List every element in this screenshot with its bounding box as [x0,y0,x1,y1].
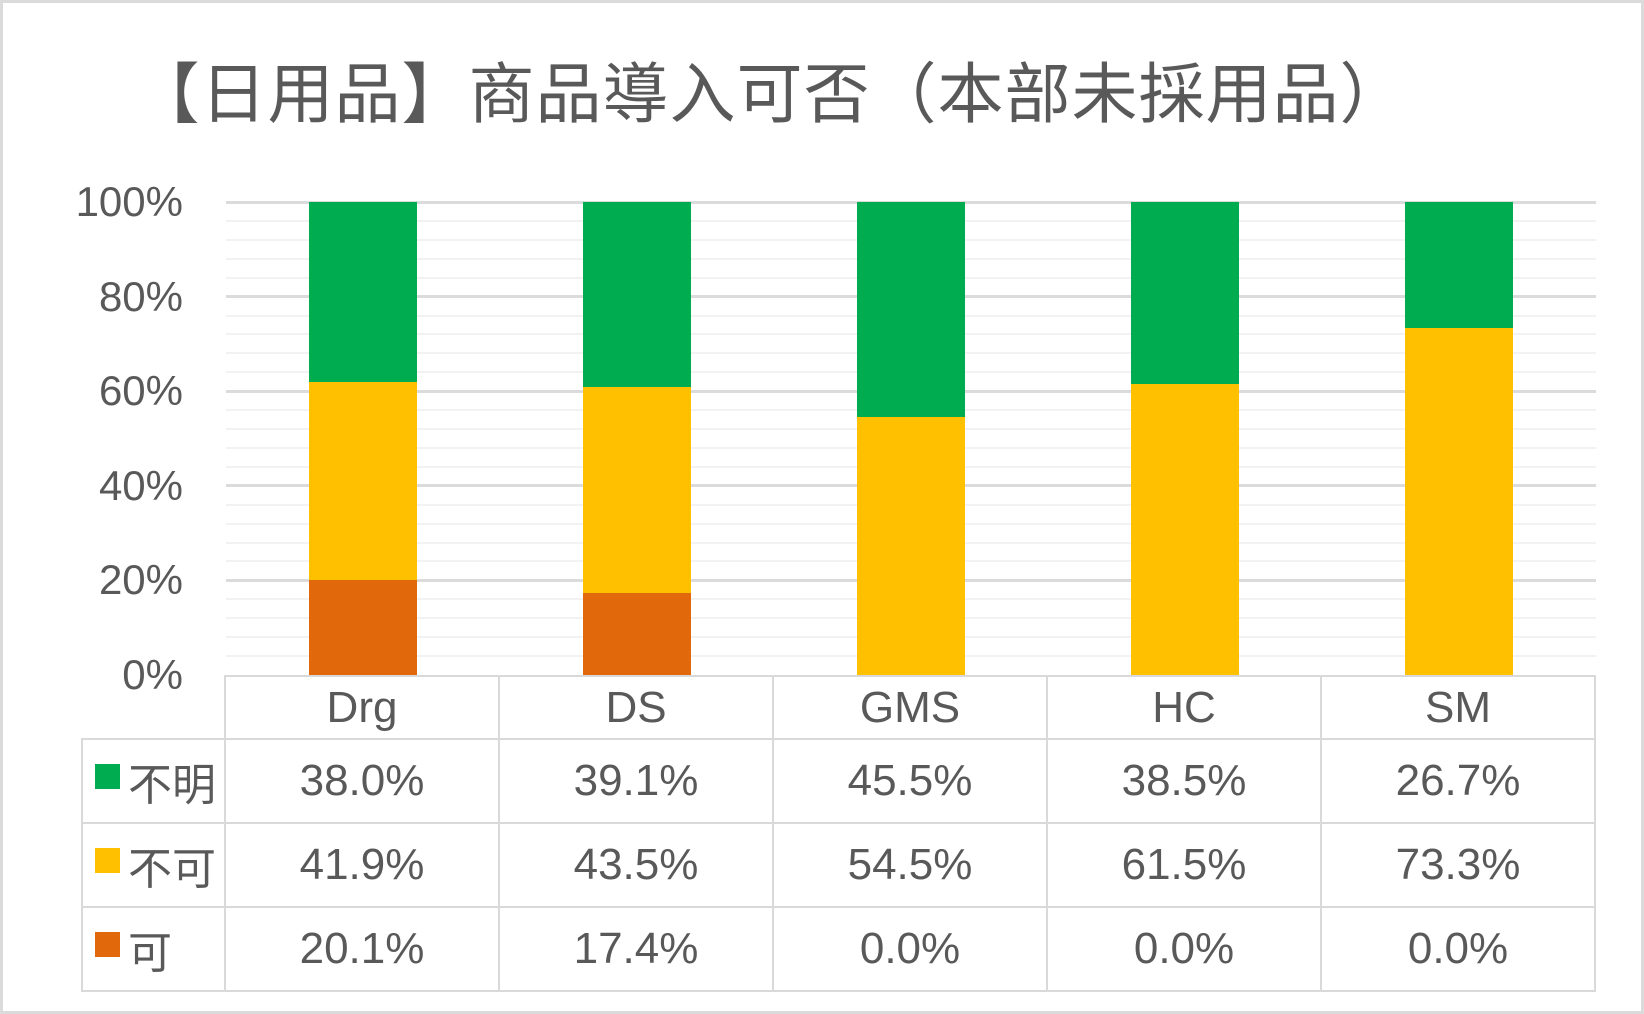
value-cell-fumei-gms: 45.5% [774,740,1048,824]
legend-cell-fuka: 不可 [81,824,226,908]
bar-column-ds [500,202,774,675]
chart-title: 【日用品】商品導入可否（本部未採用品） [133,57,1407,131]
plot-area [226,200,1596,675]
bar-segment-不可-hc [1131,384,1239,675]
bar-segment-可-drg [309,579,417,675]
table-corner-cell [81,675,226,740]
bar-column-hc [1048,202,1322,675]
series-name-fuka: 不可 [128,845,216,894]
y-axis-label: 60% [98,367,183,415]
value-cell-fuka-ds: 43.5% [500,824,774,908]
gridline-major [226,200,1596,204]
column-header-sm: SM [1322,675,1596,740]
bar-segment-不可-ds [583,386,691,593]
value-cell-ka-sm: 0.0% [1322,908,1596,992]
bar-segment-不明-drg [309,202,417,382]
bar-segment-不明-hc [1131,202,1239,385]
value-cell-fumei-hc: 38.5% [1048,740,1322,824]
y-axis: 100% 80% 60% 40% 20% 0% [3,3,183,1011]
value-cell-fuka-hc: 61.5% [1048,824,1322,908]
series-name-ka: 可 [128,929,172,978]
bar-column-drg [226,202,500,675]
column-header-gms: GMS [774,675,1048,740]
data-table: Drg DS GMS HC SM 不明 38.0% 39.1% 45.5% 38… [81,675,1596,992]
y-axis-label: 40% [98,461,183,509]
column-header-hc: HC [1048,675,1322,740]
y-axis-label: 100% [75,178,183,225]
bar-ds [583,202,691,675]
legend-swatch-fuka-icon [95,847,120,873]
legend-swatch-fumei-icon [95,763,120,789]
y-axis-label: 20% [98,556,183,604]
value-cell-ka-drg: 20.1% [226,908,500,992]
bar-hc [1131,202,1239,675]
value-cell-fuka-drg: 41.9% [226,824,500,908]
value-cell-fumei-sm: 26.7% [1322,740,1596,824]
legend-cell-ka: 可 [81,908,226,992]
bar-segment-可-ds [583,592,691,675]
bar-gms [857,202,965,675]
value-cell-fuka-gms: 54.5% [774,824,1048,908]
value-cell-ka-ds: 17.4% [500,908,774,992]
bar-segment-不可-sm [1405,328,1513,675]
y-axis-label: 80% [98,272,183,320]
bar-segment-不明-sm [1405,202,1513,329]
value-cell-fumei-drg: 38.0% [226,740,500,824]
series-name-fumei: 不明 [128,761,216,810]
value-cell-ka-hc: 0.0% [1048,908,1322,992]
y-axis-label: 0% [122,651,183,698]
bar-sm [1405,202,1513,675]
bar-segment-不可-drg [309,381,417,580]
legend-cell-fumei: 不明 [81,740,226,824]
bar-segment-不可-gms [857,417,965,675]
value-cell-fumei-ds: 39.1% [500,740,774,824]
bar-column-gms [774,202,1048,675]
bar-column-sm [1322,202,1596,675]
column-header-ds: DS [500,675,774,740]
value-cell-fuka-sm: 73.3% [1322,824,1596,908]
value-cell-ka-gms: 0.0% [774,908,1048,992]
bar-segment-不明-ds [583,202,691,387]
legend-swatch-ka-icon [95,931,120,957]
column-header-drg: Drg [226,675,500,740]
bar-drg [309,202,417,675]
bar-segment-不明-gms [857,202,965,418]
